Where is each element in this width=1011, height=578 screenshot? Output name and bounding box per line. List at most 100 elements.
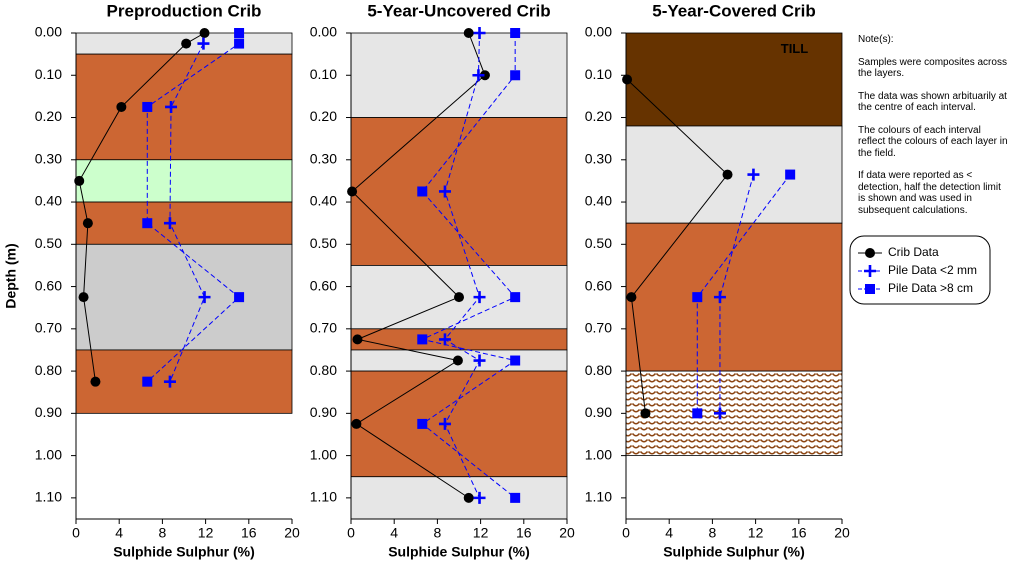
- y-tick-label: 0.80: [310, 362, 337, 378]
- layer-band: [625, 370, 843, 457]
- y-tick-label: 1.00: [35, 446, 62, 462]
- x-tick-label: 16: [516, 525, 532, 541]
- y-tick-label: 0.80: [35, 362, 62, 378]
- pile-fine-point: [713, 291, 726, 304]
- crib-point: [352, 334, 363, 345]
- pile-fine-point: [713, 407, 726, 420]
- pile-fine-point: [163, 217, 176, 230]
- x-tick-label: 20: [284, 525, 300, 541]
- layer-band: [75, 159, 293, 203]
- y-tick-label: 0.40: [310, 193, 337, 209]
- series-line: [626, 79, 729, 414]
- layer-band: [350, 328, 568, 351]
- y-tick-label: 0.30: [35, 150, 62, 166]
- pile-coarse-point: [234, 28, 245, 38]
- pile-fine-point: [198, 291, 211, 304]
- y-tick-label: 0.40: [585, 193, 612, 209]
- x-tick-label: 0: [72, 525, 80, 541]
- pile-coarse-point: [510, 292, 521, 303]
- layer-band: [350, 476, 568, 520]
- y-tick-label: 0.00: [35, 24, 62, 40]
- pile-fine-point: [197, 37, 210, 50]
- x-tick-label: 12: [473, 525, 489, 541]
- pile-coarse-point: [142, 101, 153, 112]
- x-axis-label: Sulphide Sulphur (%): [663, 544, 805, 560]
- layer-band: [625, 125, 843, 224]
- y-tick-label: 1.00: [585, 446, 612, 462]
- pile-fine-point: [473, 491, 486, 504]
- layer-band: [75, 201, 293, 245]
- pile-coarse-point: [510, 355, 521, 366]
- legend-label: Pile Data <2 mm: [888, 263, 977, 277]
- y-tick-label: 0.00: [310, 24, 337, 40]
- legend-marker: [864, 265, 876, 277]
- y-tick-label: 0.10: [585, 66, 612, 82]
- x-tick-label: 8: [159, 525, 167, 541]
- x-tick-label: 8: [434, 525, 442, 541]
- y-tick-label: 0.90: [585, 404, 612, 420]
- notes-title: Note(s):: [858, 34, 894, 45]
- pile-coarse-point: [785, 169, 796, 180]
- pile-fine-point: [472, 69, 485, 82]
- chart-title: 5-Year-Uncovered Crib: [367, 1, 550, 20]
- crib-point: [116, 101, 127, 112]
- crib-point: [454, 292, 464, 303]
- pile-fine-point: [473, 27, 486, 39]
- crib-point: [82, 218, 93, 229]
- y-tick-label: 0.60: [310, 277, 337, 293]
- pile-coarse-point: [417, 186, 428, 197]
- layer-band: [625, 32, 843, 127]
- x-tick-label: 12: [748, 525, 764, 541]
- crib-point: [463, 28, 474, 38]
- pile-coarse-point: [234, 292, 245, 303]
- crib-point: [452, 355, 463, 366]
- pile-coarse-point: [234, 38, 245, 49]
- crib-point: [347, 186, 358, 197]
- pile-coarse-point: [692, 408, 703, 419]
- pile-fine-point: [473, 291, 486, 304]
- layer-band: [75, 243, 293, 351]
- y-tick-label: 0.30: [310, 150, 337, 166]
- crib-point: [722, 169, 733, 180]
- pile-fine-point: [163, 375, 176, 388]
- chart-title: Preproduction Crib: [107, 1, 262, 20]
- chart-title: 5-Year-Covered Crib: [652, 1, 815, 20]
- crib-point: [479, 70, 490, 81]
- legend-marker: [865, 248, 875, 258]
- crib-point: [74, 175, 85, 186]
- series-line: [351, 32, 486, 499]
- y-tick-label: 0.90: [35, 404, 62, 420]
- crib-point: [90, 376, 101, 387]
- x-tick-label: 16: [241, 525, 257, 541]
- y-tick-label: 0.20: [35, 108, 62, 124]
- pile-fine-point: [438, 185, 451, 198]
- note: Samples were composites across the layer…: [858, 56, 1007, 80]
- crib-point: [199, 28, 210, 38]
- y-tick-label: 0.40: [35, 193, 62, 209]
- y-tick-label: 0.10: [35, 66, 62, 82]
- y-tick-label: 0.50: [35, 235, 62, 251]
- y-tick-label: 0.50: [585, 235, 612, 251]
- legend-label: Crib Data: [888, 245, 939, 259]
- crib-point: [181, 38, 192, 49]
- layer-band: [75, 53, 293, 161]
- pile-coarse-point: [510, 492, 521, 503]
- y-tick-label: 1.10: [585, 489, 612, 505]
- y-tick-label: 0.60: [35, 277, 62, 293]
- legend-marker: [865, 284, 875, 294]
- x-tick-label: 20: [834, 525, 850, 541]
- pile-coarse-point: [142, 376, 153, 387]
- x-tick-label: 4: [665, 525, 673, 541]
- layer-label: TILL: [781, 41, 808, 56]
- pile-coarse-point: [510, 70, 521, 81]
- crib-point: [463, 492, 474, 503]
- note: The data was shown arbituarily at the ce…: [858, 90, 1007, 114]
- x-tick-label: 8: [709, 525, 717, 541]
- legend-box: [849, 235, 991, 305]
- x-axis-label: Sulphide Sulphur (%): [113, 544, 255, 560]
- y-tick-label: 0.90: [310, 404, 337, 420]
- x-tick-label: 12: [198, 525, 214, 541]
- y-axis-label: Depth (m): [3, 243, 19, 308]
- y-tick-label: 0.60: [585, 277, 612, 293]
